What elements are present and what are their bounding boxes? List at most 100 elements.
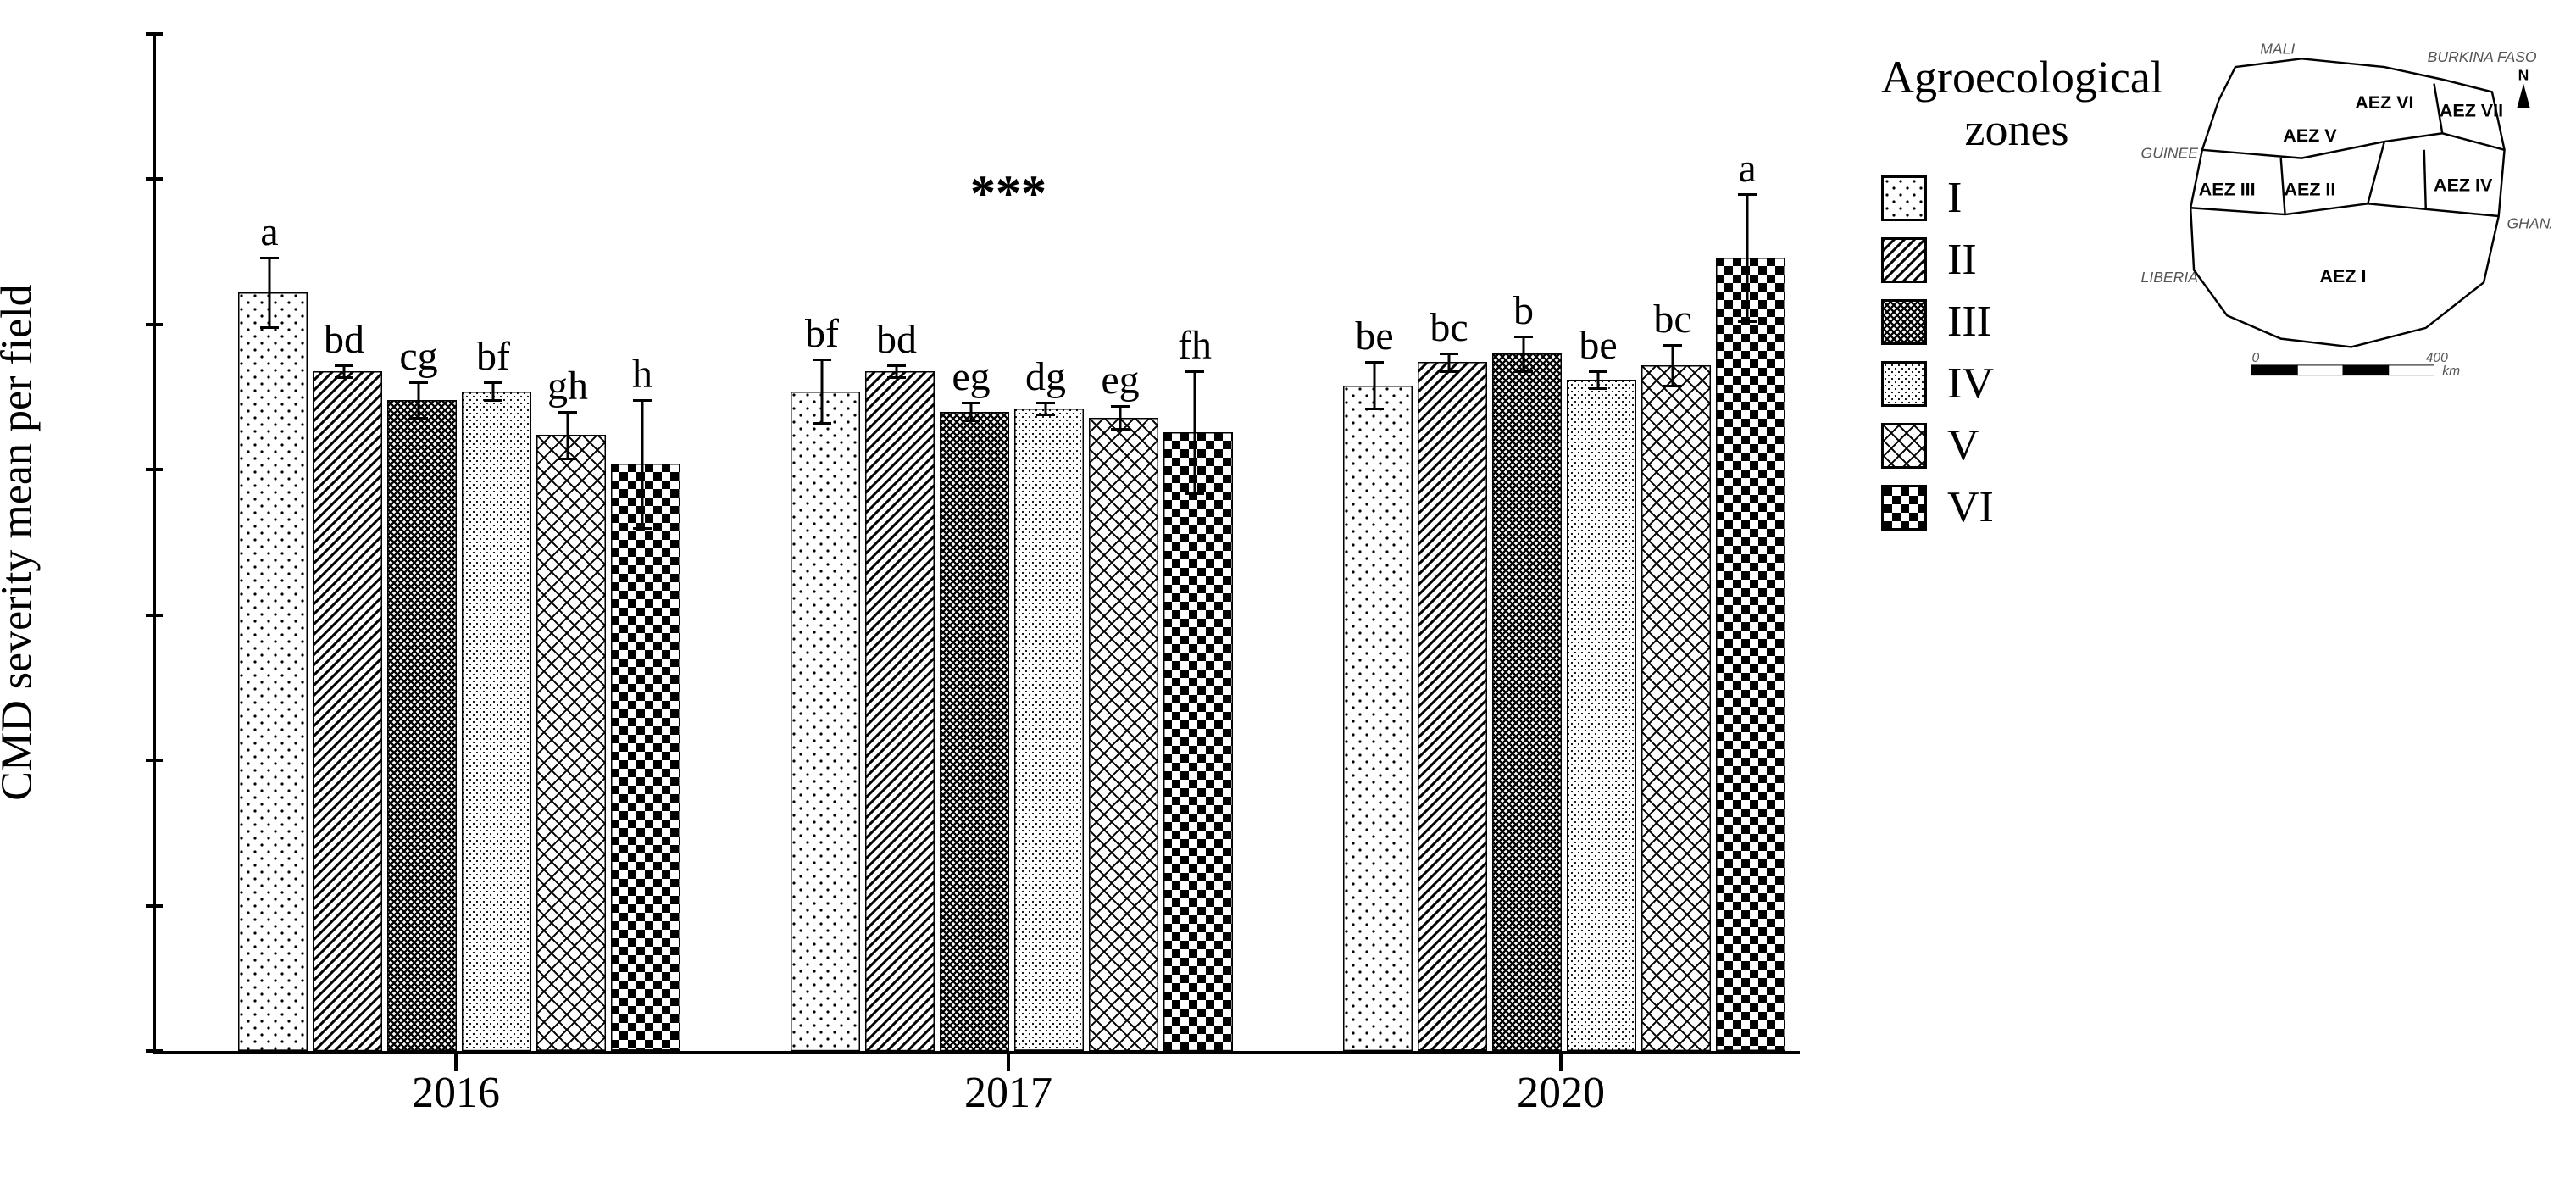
y-tick-label: 1,5 — [0, 590, 132, 640]
map-region-label: AEZ VI — [2355, 92, 2413, 113]
legend-label: IV — [1947, 359, 1994, 409]
bar-sig-letter: gh — [547, 363, 588, 409]
error-bar-cap — [962, 402, 980, 404]
error-bar-cap — [335, 376, 353, 379]
legend-swatch-icon — [1881, 485, 1927, 531]
error-bar-cap — [633, 527, 652, 530]
error-bar-cap — [1738, 320, 1757, 323]
error-bar-cap — [633, 399, 652, 402]
error-bar-cap — [1514, 336, 1533, 338]
error-bar — [1746, 194, 1749, 322]
error-bar-cap — [1514, 370, 1533, 373]
bar-zone-VI — [1716, 258, 1785, 1051]
bar-zone-II — [865, 371, 935, 1051]
legend-item-VI: VI — [1881, 482, 2152, 532]
error-bar-cap — [409, 417, 428, 420]
error-bar-cap — [1589, 387, 1607, 390]
bar-sig-letter: eg — [1101, 357, 1139, 403]
map-region-label: AEZ IV — [2434, 175, 2493, 196]
error-bar-cap — [1365, 361, 1384, 364]
map-neighbor-label: LIBERIA — [2141, 269, 2198, 286]
legend-swatch-icon — [1881, 175, 1927, 221]
legend-label: V — [1947, 420, 1979, 470]
error-bar-cap — [484, 399, 502, 402]
bar-zone-III — [940, 412, 1009, 1051]
error-bar-cap — [1440, 353, 1458, 355]
error-bar — [1597, 371, 1600, 389]
map-region-label: AEZ VII — [2440, 101, 2503, 121]
map-region-label: AEZ II — [2284, 180, 2335, 200]
bar-zone-I — [238, 292, 308, 1051]
bar-zone-V — [1089, 418, 1158, 1051]
bar-zone-IV — [1014, 409, 1084, 1051]
legend-title: Agroecological zones — [1881, 51, 2152, 156]
error-bar-cap — [1589, 370, 1607, 373]
x-group-label: 2020 — [1517, 1068, 1605, 1118]
error-bar-cap — [409, 381, 428, 384]
error-bar-cap — [1111, 405, 1130, 408]
inset-map: MALI BURKINA FASO GUINEE GHANA LIBERIA A… — [2135, 34, 2551, 398]
error-bar — [970, 403, 973, 420]
svg-text:N: N — [2518, 67, 2529, 84]
error-bar — [1045, 403, 1047, 414]
error-bar — [1672, 345, 1674, 386]
error-bar — [1374, 362, 1376, 409]
y-tick — [146, 759, 163, 762]
map-neighbor-label: BURKINA FASO — [2428, 48, 2537, 65]
error-bar — [821, 359, 824, 423]
bar-sig-letter: b — [1513, 287, 1534, 334]
figure: CMD severity mean per field Agroecologic… — [0, 0, 2576, 1184]
error-bar-cap — [260, 257, 279, 259]
y-tick — [146, 614, 163, 617]
error-bar — [567, 412, 569, 459]
bar-sig-letter: be — [1579, 322, 1617, 369]
error-bar-cap — [1663, 385, 1682, 387]
legend-label: II — [1947, 235, 1977, 285]
y-axis-label: CMD severity mean per field — [0, 284, 42, 800]
x-group-label: 2017 — [964, 1068, 1052, 1118]
y-tick-label: 3 — [0, 153, 132, 203]
legend-label: VI — [1947, 482, 1994, 532]
map-region-label: AEZ III — [2199, 180, 2256, 200]
significance-label: *** — [970, 164, 1046, 223]
bar-sig-letter: bf — [476, 333, 510, 380]
y-tick — [146, 323, 163, 326]
error-bar-cap — [813, 359, 831, 361]
error-bar — [492, 382, 495, 400]
y-tick-label: 2,5 — [0, 299, 132, 349]
error-bar-cap — [1185, 370, 1204, 373]
error-bar — [1448, 353, 1451, 371]
x-group-label: 2016 — [412, 1068, 500, 1118]
bar-sig-letter: bc — [1430, 304, 1468, 351]
error-bar-cap — [1111, 428, 1130, 431]
legend-swatch-icon — [1881, 299, 1927, 345]
svg-text:400: 400 — [2426, 351, 2448, 365]
y-tick — [146, 1049, 163, 1053]
y-tick — [146, 468, 163, 471]
legend-swatch-icon — [1881, 361, 1927, 407]
bar-sig-letter: h — [632, 351, 652, 397]
legend-label: III — [1947, 297, 1991, 347]
bar-zone-I — [1343, 386, 1413, 1051]
error-bar — [1194, 371, 1196, 493]
bar-sig-letter: bc — [1653, 296, 1691, 342]
legend-item-II: II — [1881, 235, 2152, 285]
map-region-label: AEZ I — [2320, 266, 2367, 286]
bar-sig-letter: cg — [399, 333, 437, 380]
bar-zone-VI — [1163, 432, 1233, 1051]
map-neighbor-label: GUINEE — [2141, 145, 2199, 162]
error-bar-cap — [1365, 408, 1384, 410]
error-bar — [1523, 336, 1525, 371]
legend-item-III: III — [1881, 297, 2152, 347]
legend: Agroecological zones IIIIIIIVVVI — [1881, 51, 2152, 544]
bar-zone-II — [1418, 362, 1487, 1051]
bar-sig-letter: a — [260, 208, 278, 255]
legend-item-I: I — [1881, 173, 2152, 223]
svg-text:km: km — [2442, 364, 2460, 379]
error-bar-cap — [1036, 402, 1055, 404]
bar-sig-letter: fh — [1178, 322, 1212, 369]
error-bar-cap — [558, 458, 577, 460]
y-tick-label: 2 — [0, 444, 132, 494]
y-tick — [146, 177, 163, 181]
bar-zone-VI — [611, 464, 680, 1051]
